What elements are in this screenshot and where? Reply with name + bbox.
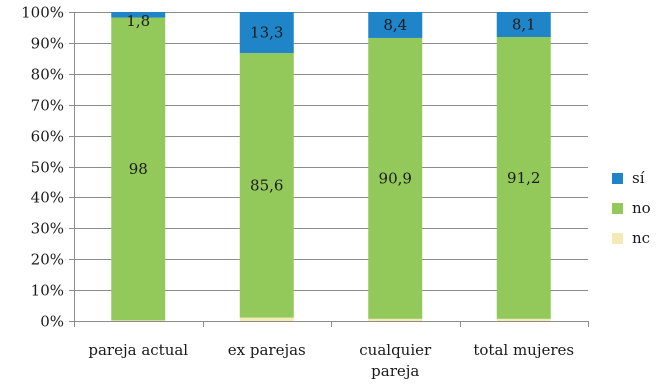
data-label: 1,8 <box>126 12 150 30</box>
y-tick-label: 90% <box>31 35 64 53</box>
bar-segment <box>496 12 551 38</box>
legend-swatch <box>612 173 623 184</box>
data-label: 90,9 <box>379 169 412 187</box>
y-tick-label: 70% <box>31 97 64 115</box>
bar-segment <box>111 12 166 18</box>
bar-segment <box>111 320 166 321</box>
y-tick-label: 50% <box>31 159 64 177</box>
bar-segment <box>368 12 423 38</box>
y-tick-label: 80% <box>31 66 64 84</box>
bar-segment <box>368 318 423 321</box>
x-tick-label-line: ex parejas <box>228 341 306 359</box>
y-tick-label: 60% <box>31 128 64 146</box>
x-tick-label-line: pareja actual <box>88 341 188 359</box>
bar-segment <box>239 317 294 321</box>
bar-segment <box>239 12 294 54</box>
y-tick-label: 10% <box>31 282 64 300</box>
data-label: 8,1 <box>512 16 536 34</box>
data-label: 13,3 <box>250 24 283 42</box>
legend-label: nc <box>632 229 650 247</box>
bar-segment <box>496 37 551 319</box>
bar-segment <box>496 318 551 321</box>
bar-segment <box>239 53 294 318</box>
legend-label: no <box>632 199 651 217</box>
x-tick-label-line: pareja <box>371 362 419 380</box>
legend-swatch <box>612 233 623 244</box>
data-label: 8,4 <box>383 16 407 34</box>
x-tick-label-line: cualquier <box>359 341 432 359</box>
x-tick-label: ex parejas <box>228 341 306 359</box>
data-label: 98 <box>129 160 148 178</box>
legend-label: sí <box>632 169 645 187</box>
data-label: 85,6 <box>250 176 283 194</box>
x-tick-label: cualquier pareja <box>359 341 432 380</box>
y-tick-label: 0% <box>40 313 64 331</box>
x-tick-label: total mujeres <box>473 341 574 359</box>
y-tick-label: 40% <box>31 189 64 207</box>
y-tick-label: 20% <box>31 251 64 269</box>
x-tick-label: pareja actual <box>88 341 188 359</box>
y-tick-label: 100% <box>21 4 64 22</box>
data-label: 91,2 <box>507 169 540 187</box>
bar-segment <box>111 17 166 321</box>
bar-segment <box>368 37 423 319</box>
y-tick-label: 30% <box>31 220 64 238</box>
legend-swatch <box>612 203 623 214</box>
x-tick-label-line: total mujeres <box>473 341 574 359</box>
